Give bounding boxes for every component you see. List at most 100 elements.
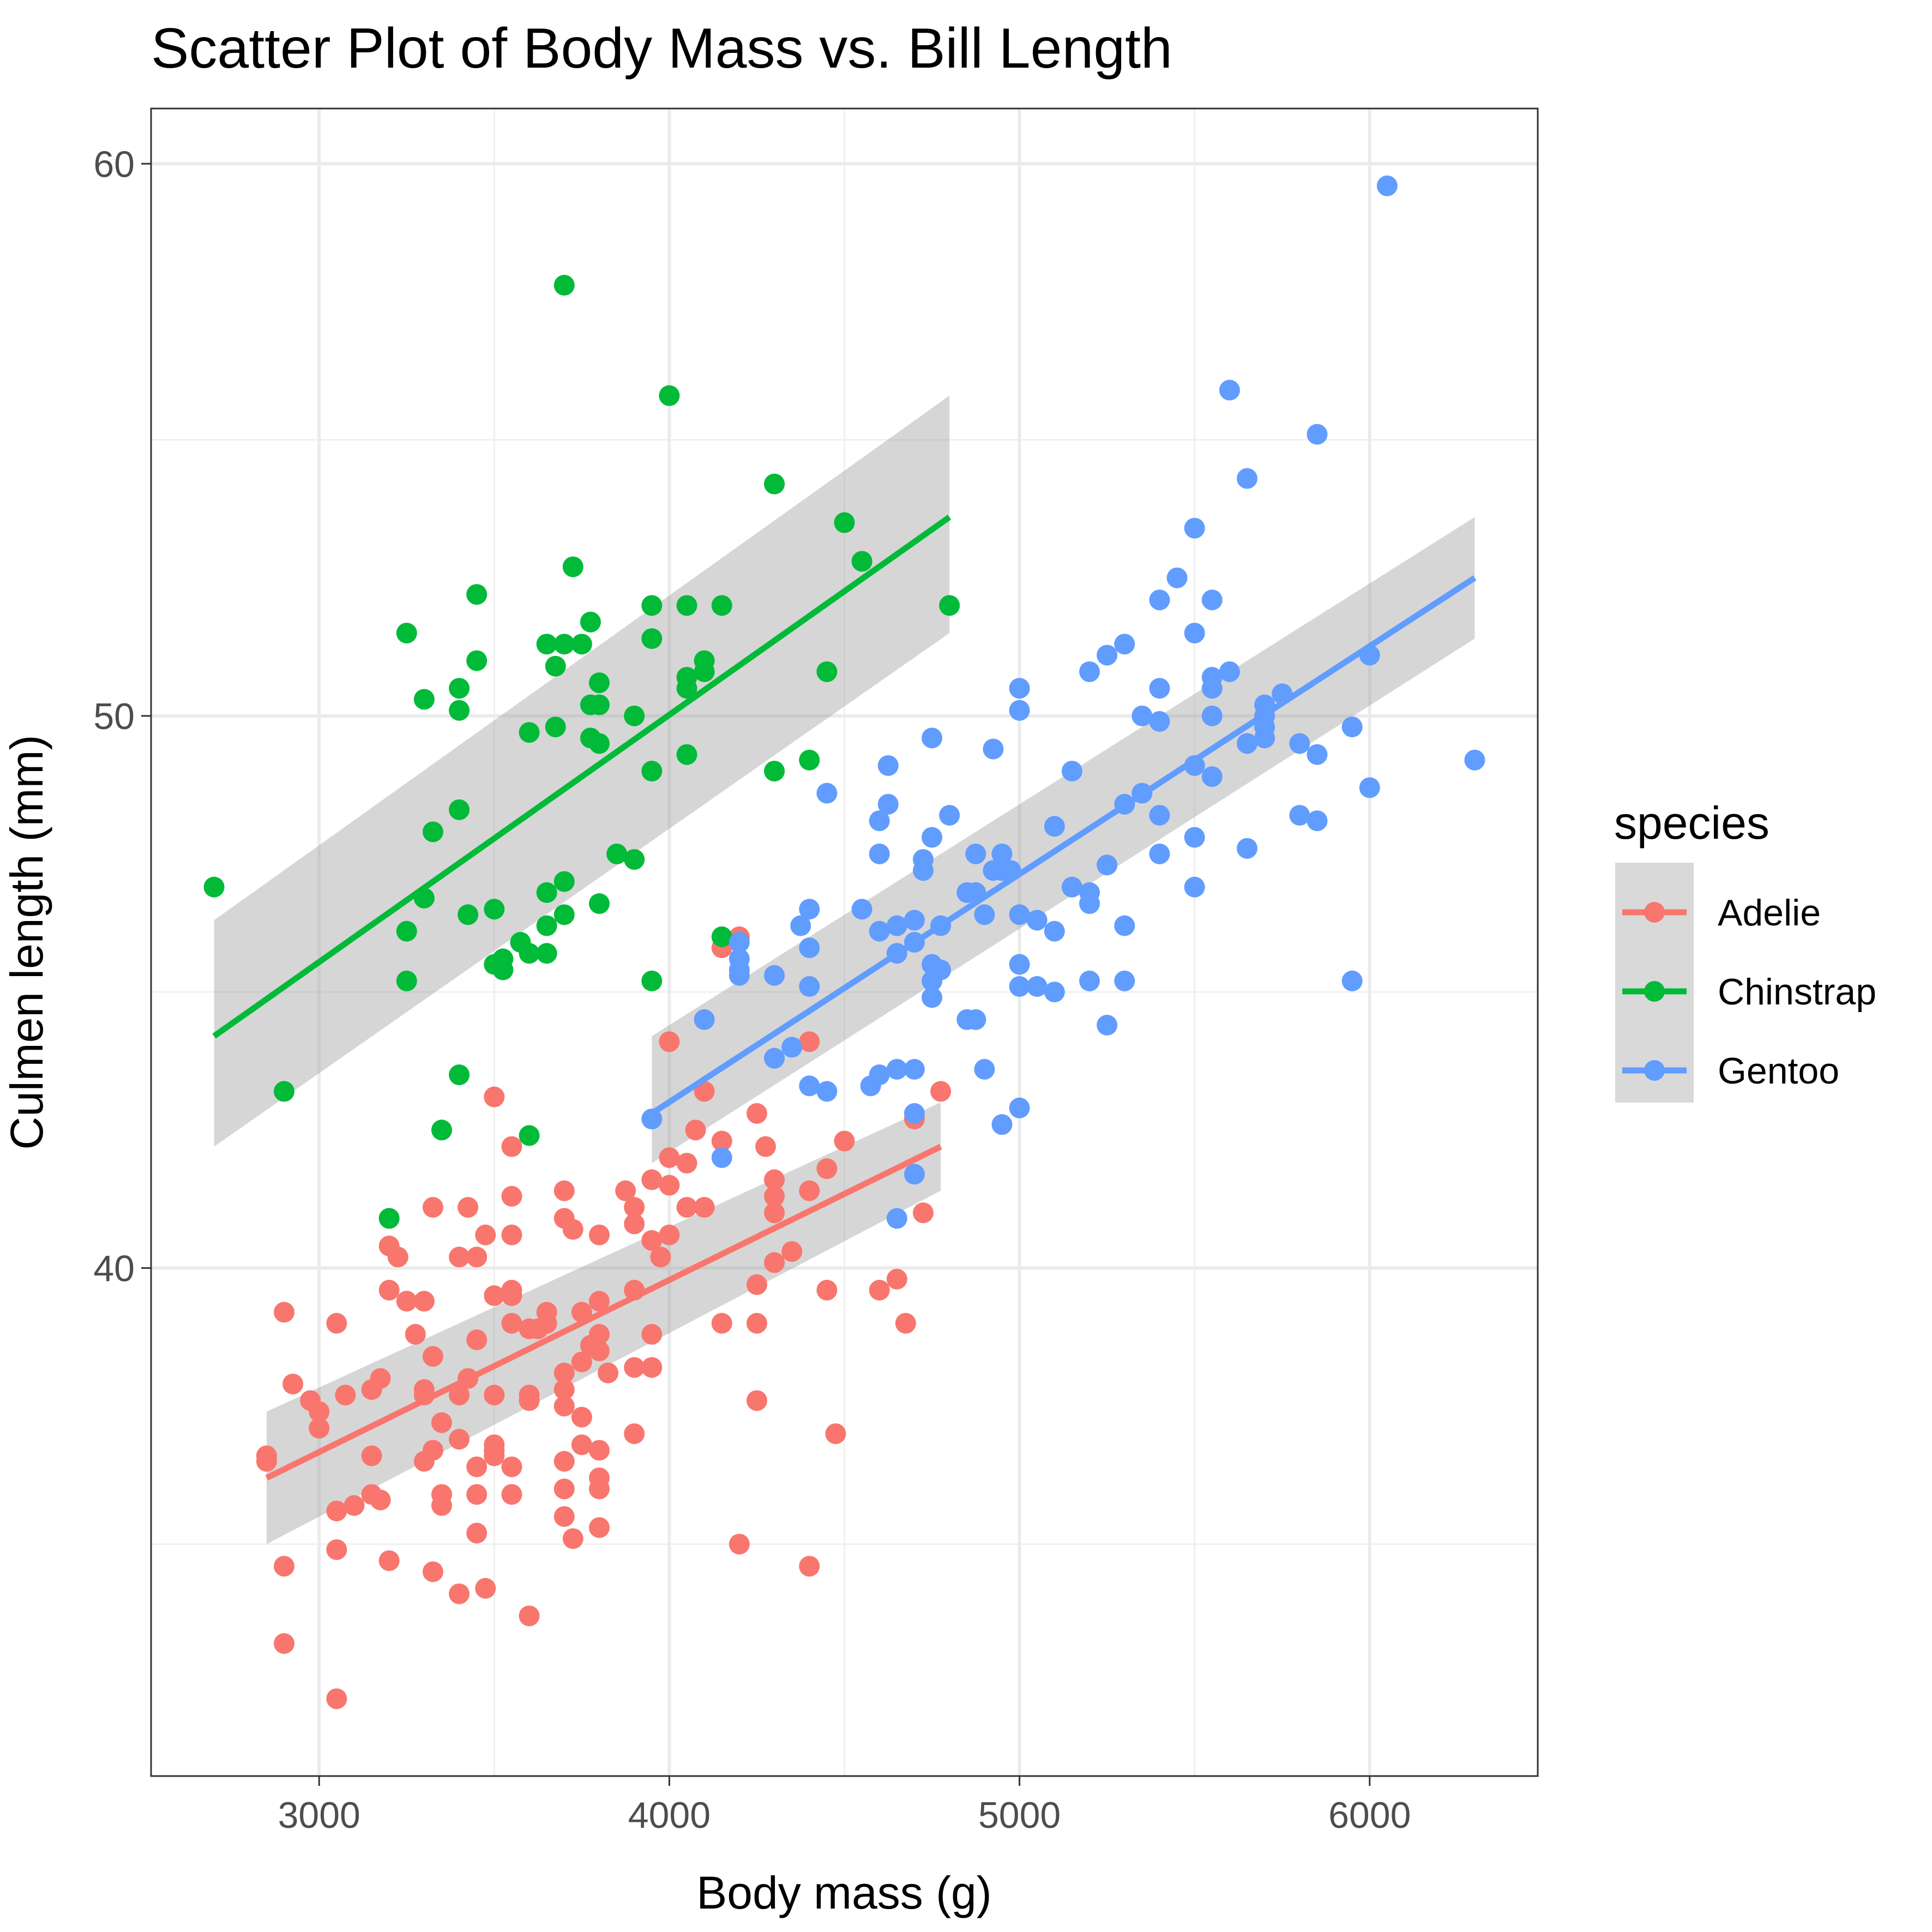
data-point-gentoo	[1044, 920, 1065, 942]
data-point-adelie	[466, 1329, 487, 1351]
data-point-adelie	[562, 1219, 583, 1240]
data-point-adelie	[641, 1323, 663, 1345]
data-point-chinstrap	[851, 551, 872, 572]
data-point-chinstrap	[519, 943, 540, 964]
data-point-chinstrap	[641, 761, 663, 782]
data-point-adelie	[466, 1522, 487, 1544]
data-point-adelie	[449, 1385, 470, 1406]
data-point-gentoo	[1009, 1097, 1030, 1118]
data-point-adelie	[930, 1081, 952, 1102]
data-point-adelie	[650, 1247, 671, 1268]
data-point-gentoo	[991, 843, 1013, 864]
data-point-adelie	[501, 1136, 522, 1157]
data-point-adelie	[344, 1495, 365, 1516]
data-point-adelie	[274, 1633, 295, 1654]
data-point-gentoo	[1341, 717, 1363, 738]
data-point-adelie	[475, 1224, 496, 1245]
x-axis-title: Body mass (g)	[696, 1867, 992, 1918]
data-point-adelie	[588, 1478, 610, 1500]
data-point-adelie	[711, 1130, 732, 1152]
data-point-chinstrap	[458, 904, 479, 925]
data-point-adelie	[641, 1169, 663, 1190]
data-point-adelie	[598, 1362, 619, 1383]
data-point-adelie	[326, 1539, 347, 1560]
data-point-chinstrap	[378, 1208, 400, 1229]
y-axis-title: Culmen length (mm)	[1, 735, 52, 1150]
data-point-chinstrap	[396, 920, 417, 942]
y-tick-label: 40	[93, 1248, 135, 1289]
data-point-adelie	[624, 1197, 645, 1218]
data-point-adelie	[553, 1362, 575, 1383]
data-point-adelie	[641, 1357, 663, 1378]
data-point-adelie	[309, 1401, 330, 1422]
data-point-gentoo	[886, 1208, 907, 1229]
data-point-chinstrap	[588, 672, 610, 694]
data-point-chinstrap	[536, 915, 557, 936]
data-point-adelie	[799, 1180, 820, 1201]
x-tick-label: 6000	[1328, 1795, 1411, 1836]
data-point-adelie	[588, 1517, 610, 1538]
data-point-gentoo	[729, 959, 750, 980]
data-point-adelie	[816, 1158, 838, 1179]
data-point-gentoo	[1044, 816, 1065, 837]
data-point-gentoo	[1184, 517, 1205, 539]
data-point-adelie	[764, 1252, 785, 1273]
data-point-adelie	[501, 1224, 522, 1245]
data-point-gentoo	[877, 755, 899, 776]
x-tick-label: 3000	[278, 1795, 360, 1836]
data-point-gentoo	[974, 1058, 995, 1080]
data-point-adelie	[685, 1120, 706, 1141]
data-point-chinstrap	[553, 275, 575, 296]
data-point-adelie	[834, 1130, 855, 1152]
data-point-adelie	[335, 1385, 356, 1406]
data-point-adelie	[764, 1202, 785, 1224]
grid-layer	[151, 109, 1538, 1776]
data-point-gentoo	[1236, 838, 1257, 859]
data-point-adelie	[553, 1506, 575, 1527]
data-point-gentoo	[1149, 805, 1170, 826]
data-point-adelie	[764, 1185, 785, 1207]
fit-line-gentoo	[650, 575, 1477, 1116]
data-point-adelie	[378, 1550, 400, 1572]
data-point-chinstrap	[764, 761, 785, 782]
data-point-adelie	[553, 1379, 575, 1400]
fit-line-adelie	[265, 1143, 942, 1481]
data-point-chinstrap	[641, 628, 663, 649]
data-point-chinstrap	[799, 749, 820, 771]
data-point-chinstrap	[536, 943, 557, 964]
data-point-gentoo	[799, 1075, 820, 1097]
data-point-gentoo	[764, 1048, 785, 1069]
data-point-adelie	[755, 1136, 777, 1157]
data-point-adelie	[387, 1247, 408, 1268]
data-point-gentoo	[1219, 380, 1240, 401]
confidence-band-chinstrap	[214, 395, 950, 1147]
data-point-adelie	[378, 1279, 400, 1301]
data-point-gentoo	[1184, 827, 1205, 848]
legend-label-gentoo: Gentoo	[1718, 1050, 1839, 1092]
data-point-chinstrap	[562, 556, 583, 577]
data-point-chinstrap	[553, 904, 575, 925]
data-point-adelie	[396, 1291, 417, 1312]
data-point-gentoo	[1009, 904, 1030, 925]
data-point-adelie	[466, 1247, 487, 1268]
data-point-chinstrap	[536, 634, 557, 655]
data-point-adelie	[615, 1180, 636, 1201]
data-point-adelie	[588, 1323, 610, 1345]
data-point-chinstrap	[676, 595, 697, 616]
data-point-adelie	[571, 1434, 592, 1455]
data-point-gentoo	[781, 1037, 803, 1058]
data-point-adelie	[519, 1385, 540, 1406]
data-point-gentoo	[1289, 733, 1310, 754]
axes: 3000 4000 5000 6000 40 50 60	[93, 143, 1411, 1836]
data-point-chinstrap	[606, 843, 628, 864]
data-point-adelie	[588, 1224, 610, 1245]
data-point-gentoo	[799, 899, 820, 920]
data-point-gentoo	[974, 904, 995, 925]
data-point-adelie	[553, 1450, 575, 1472]
data-point-adelie	[746, 1103, 767, 1124]
legend-marker-adelie	[1644, 902, 1665, 923]
data-point-gentoo	[1097, 645, 1118, 666]
data-point-gentoo	[886, 915, 907, 936]
data-point-gentoo	[1184, 622, 1205, 643]
data-point-chinstrap	[536, 882, 557, 903]
